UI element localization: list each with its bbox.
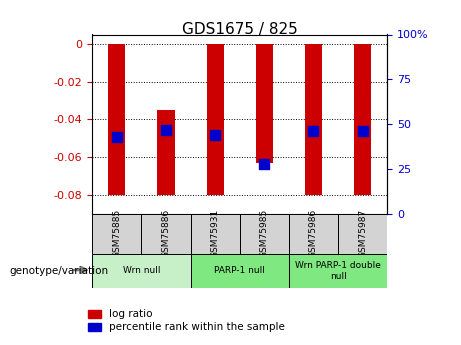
FancyBboxPatch shape — [92, 214, 142, 254]
Point — [359, 129, 366, 134]
Bar — [354, 44, 371, 195]
Text: PARP-1 null: PARP-1 null — [214, 266, 265, 275]
Bar — [305, 44, 322, 195]
Text: GSM75985: GSM75985 — [260, 209, 269, 258]
Point — [260, 161, 268, 166]
Bar — [108, 44, 125, 195]
FancyBboxPatch shape — [289, 254, 387, 288]
Text: GSM75886: GSM75886 — [161, 209, 171, 258]
Text: GSM75986: GSM75986 — [309, 209, 318, 258]
Bar — [207, 44, 224, 195]
Bar — [157, 110, 175, 195]
Point — [310, 129, 317, 134]
FancyBboxPatch shape — [190, 254, 289, 288]
Text: Wrn PARP-1 double
null: Wrn PARP-1 double null — [295, 261, 381, 280]
Text: GSM75987: GSM75987 — [358, 209, 367, 258]
FancyBboxPatch shape — [338, 214, 387, 254]
FancyBboxPatch shape — [289, 214, 338, 254]
Text: Wrn null: Wrn null — [123, 266, 160, 275]
Text: genotype/variation: genotype/variation — [9, 266, 108, 276]
Point — [113, 134, 120, 139]
FancyBboxPatch shape — [92, 254, 190, 288]
Point — [162, 127, 170, 132]
Text: GSM75885: GSM75885 — [112, 209, 121, 258]
Bar — [256, 44, 273, 163]
Text: GDS1675 / 825: GDS1675 / 825 — [182, 22, 298, 37]
Text: GSM75931: GSM75931 — [211, 209, 219, 258]
FancyBboxPatch shape — [240, 214, 289, 254]
FancyBboxPatch shape — [142, 214, 190, 254]
Point — [212, 132, 219, 138]
FancyBboxPatch shape — [190, 214, 240, 254]
Legend: log ratio, percentile rank within the sample: log ratio, percentile rank within the sa… — [88, 309, 285, 333]
